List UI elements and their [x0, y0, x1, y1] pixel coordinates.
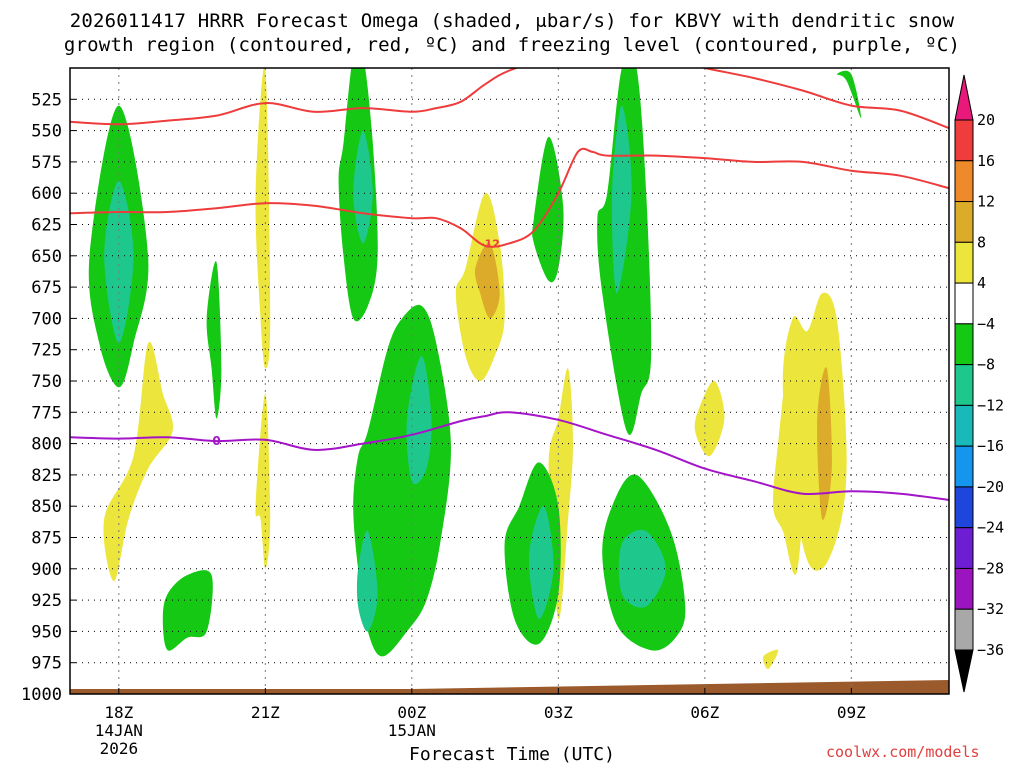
colorbar-box-1: [954, 160, 974, 203]
omega-region-6: [353, 130, 373, 244]
y-tick-label-875: 875: [31, 529, 62, 549]
colorbar-label-5: −4: [977, 315, 995, 333]
y-tick-label-975: 975: [31, 654, 62, 674]
y-tick-label-800: 800: [31, 435, 62, 455]
omega-region-2: [206, 261, 222, 419]
y-tick-label-525: 525: [31, 90, 62, 110]
y-tick-label-625: 625: [31, 216, 62, 236]
colorbar-label-2: 12: [977, 193, 995, 211]
chart-title-line-1: 2026011417 HRRR Forecast Omega (shaded, …: [69, 10, 955, 32]
colorbar-box-0: [954, 119, 974, 162]
colorbar-label-3: 8: [977, 233, 986, 251]
y-tick-label-650: 650: [31, 247, 62, 267]
x-tick-label-00Z-1: 15JAN: [388, 721, 436, 740]
x-tick-label-18Z-2: 2026: [100, 739, 139, 758]
y-tick-label-825: 825: [31, 466, 62, 486]
colorbar-box-3: [954, 241, 974, 284]
x-tick-label-09Z-0: 09Z: [837, 703, 866, 722]
omega-region-16: [611, 105, 632, 294]
freezing-level-label: 0: [212, 434, 220, 448]
colorbar-label-13: −36: [977, 641, 1004, 659]
colorbar-box-7: [954, 404, 974, 447]
snow-growth-contour-label: -12: [480, 237, 500, 250]
y-tick-label-700: 700: [31, 309, 62, 329]
colorbar-label-9: −20: [977, 478, 1004, 496]
omega-region-24: [817, 367, 832, 521]
y-tick-label-775: 775: [31, 403, 62, 423]
y-tick-label-950: 950: [31, 622, 62, 642]
y-tick-label-850: 850: [31, 497, 62, 517]
y-tick-label-575: 575: [31, 153, 62, 173]
chart-title-line-2: growth region (contoured, red, ºC) and f…: [63, 34, 961, 56]
colorbar-label-1: 16: [977, 152, 995, 170]
colorbar-label-7: −12: [977, 396, 1004, 414]
omega-region-27: [162, 570, 213, 651]
omega-region-13: [356, 530, 378, 632]
colorbar-label-10: −24: [977, 519, 1004, 537]
ground-surface: [70, 680, 949, 694]
colorbar-top-arrow: [954, 74, 974, 121]
x-tick-label-18Z-1: 14JAN: [95, 721, 143, 740]
omega-region-21: [694, 380, 725, 457]
omega-region-20: [618, 529, 666, 608]
x-axis-label: Forecast Time (UTC): [409, 744, 615, 765]
omega-region-7: [103, 341, 174, 582]
colorbar-label-0: 20: [977, 111, 995, 129]
colorbar-box-2: [954, 201, 974, 243]
x-tick-label-21Z-0: 21Z: [251, 703, 280, 722]
colorbar-label-11: −28: [977, 559, 1004, 577]
x-tick-label-00Z-0: 00Z: [397, 703, 426, 722]
y-tick-label-550: 550: [31, 122, 62, 142]
colorbar-label-4: 4: [977, 274, 986, 292]
omega-region-18: [528, 506, 554, 619]
colorbar-box-12: [954, 608, 974, 651]
y-tick-label-1000: 1000: [21, 685, 62, 705]
y-tick-label-725: 725: [31, 341, 62, 361]
x-tick-label-06Z-0: 06Z: [690, 703, 719, 722]
omega-region-4: [255, 393, 271, 569]
omega-region-3: [255, 68, 271, 369]
snow-growth-contour-0: [70, 147, 949, 248]
y-tick-label-600: 600: [31, 184, 62, 204]
colorbar-box-11: [954, 567, 974, 610]
omega-region-1: [104, 180, 134, 344]
colorbar-label-6: −8: [977, 356, 995, 374]
colorbar-label-12: −32: [977, 600, 1004, 618]
colorbar-label-8: −16: [977, 437, 1004, 455]
colorbar-box-5: [954, 323, 974, 366]
omega-region-9: [474, 242, 500, 319]
y-tick-label-925: 925: [31, 591, 62, 611]
y-tick-label-675: 675: [31, 278, 62, 298]
snow-growth-contour-1: [70, 68, 949, 130]
omega-region-26: [763, 649, 779, 670]
y-tick-label-900: 900: [31, 560, 62, 580]
x-tick-label-03Z-0: 03Z: [544, 703, 573, 722]
colorbar-box-4: [954, 282, 974, 325]
colorbar-box-9: [954, 486, 974, 529]
omega-region-25: [836, 70, 862, 119]
colorbar-box-10: [954, 527, 974, 569]
credit-text: coolwx.com/models: [826, 743, 980, 761]
colorbar-box-8: [954, 445, 974, 488]
colorbar-bottom-arrow: [954, 649, 974, 693]
x-tick-label-18Z-0: 18Z: [104, 703, 133, 722]
freezing-level-contour: [70, 411, 949, 501]
y-tick-label-750: 750: [31, 372, 62, 392]
colorbar-box-6: [954, 364, 974, 406]
omega-region-23: [782, 292, 847, 571]
omega-region-12: [406, 356, 432, 485]
